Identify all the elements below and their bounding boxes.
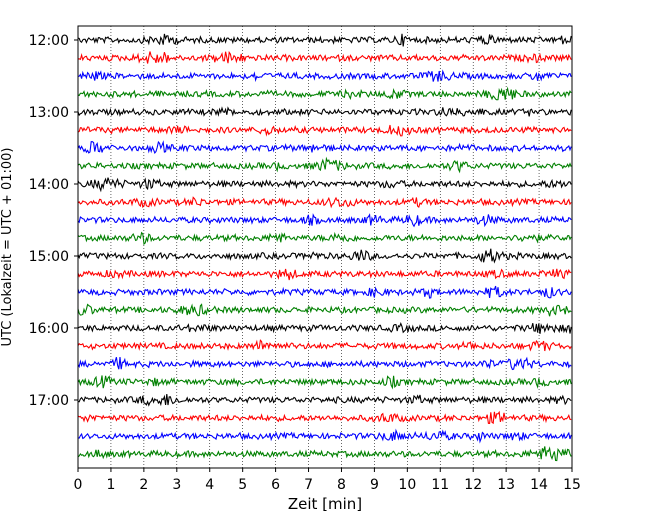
y-tick-label: 15:00 <box>29 249 69 265</box>
x-tick-label: 7 <box>304 477 313 493</box>
trace-row-16 <box>77 303 572 317</box>
trace-row-9 <box>77 177 572 193</box>
trace-row-15 <box>77 285 572 299</box>
trace-row-11 <box>77 213 572 228</box>
y-tick-label: 16:00 <box>29 321 69 337</box>
x-tick-label: 9 <box>370 477 379 493</box>
seismogram-traces <box>77 33 572 462</box>
x-tick-label: 4 <box>205 477 214 493</box>
trace-row-24 <box>77 446 572 462</box>
trace-row-2 <box>77 50 572 64</box>
trace-row-23 <box>77 428 572 444</box>
y-tick-label: 13:00 <box>29 105 69 121</box>
x-tick-label: 14 <box>530 477 548 493</box>
x-tick-label: 1 <box>106 477 115 493</box>
x-tick-label: 8 <box>337 477 346 493</box>
trace-row-8 <box>77 156 572 174</box>
trace-row-10 <box>77 196 572 209</box>
plot-frame <box>77 25 573 469</box>
x-tick-label: 6 <box>271 477 280 493</box>
y-tick-label: 14:00 <box>29 177 69 193</box>
x-tick-label: 5 <box>238 477 247 493</box>
trace-row-20 <box>77 375 572 390</box>
x-tick-label: 0 <box>74 477 83 493</box>
x-axis-ticks: 0 1 2 3 4 5 6 7 8 9 10 11 12 13 14 15 <box>74 468 581 493</box>
trace-row-22 <box>77 410 572 425</box>
trace-row-19 <box>77 356 572 371</box>
trace-row-18 <box>77 339 572 352</box>
x-tick-label: 15 <box>563 477 581 493</box>
trace-row-13 <box>77 248 572 264</box>
y-tick-label: 17:00 <box>29 393 69 409</box>
y-axis-label: UTC (Lokalzeit = UTC + 01:00) <box>0 148 15 347</box>
trace-row-4 <box>77 86 572 101</box>
trace-row-21 <box>77 393 572 407</box>
trace-row-6 <box>77 124 572 137</box>
x-tick-label: 12 <box>464 477 482 493</box>
trace-row-1 <box>77 33 572 47</box>
trace-row-12 <box>77 231 572 246</box>
x-tick-label: 3 <box>172 477 181 493</box>
y-tick-label: 12:00 <box>29 33 69 49</box>
trace-row-7 <box>77 140 572 155</box>
x-tick-label: 13 <box>497 477 515 493</box>
trace-row-5 <box>77 106 572 117</box>
plot-background <box>78 26 572 468</box>
x-tick-label: 2 <box>139 477 148 493</box>
x-tick-label: 10 <box>398 477 416 493</box>
trace-row-14 <box>77 268 572 281</box>
x-tick-label: 11 <box>431 477 449 493</box>
x-axis-label: Zeit [min] <box>288 495 362 513</box>
y-axis-ticks: 12:00 13:00 14:00 15:00 16:00 17:00 <box>29 33 78 409</box>
trace-row-3 <box>77 69 572 83</box>
trace-row-17 <box>77 322 572 334</box>
